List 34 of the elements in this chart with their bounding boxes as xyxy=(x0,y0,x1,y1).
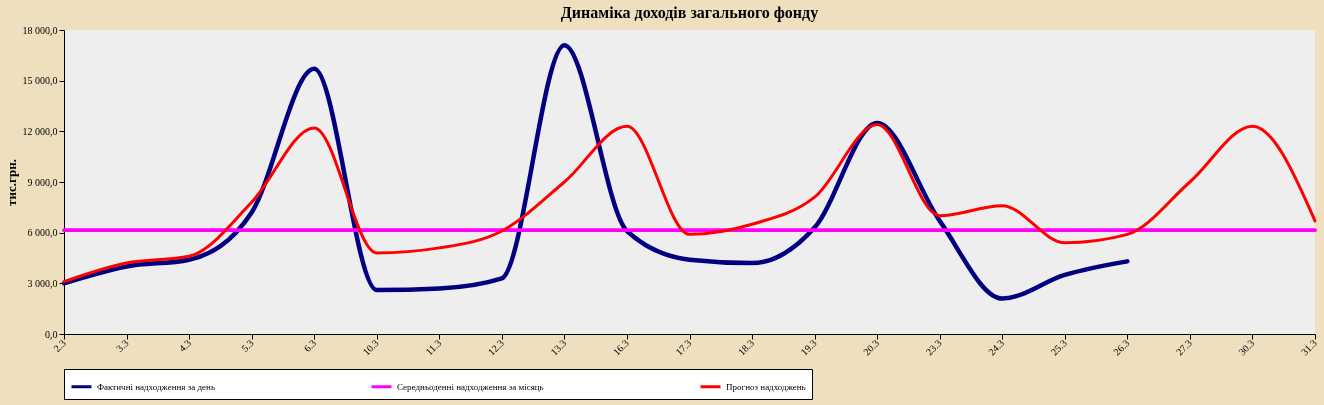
legend-label: Фактичні надходження за день xyxy=(97,381,215,392)
x-tick-label: 6.3 xyxy=(301,337,319,354)
y-tick-label: 9 000,0 xyxy=(27,176,58,188)
x-tick-label: 23.3 xyxy=(923,337,944,358)
legend-label: Прогноз надходжень xyxy=(726,381,806,392)
x-tick-label: 27.3 xyxy=(1173,337,1194,358)
x-tick-label: 5.3 xyxy=(239,337,256,354)
x-tick-label: 12.3 xyxy=(485,337,506,358)
y-tick-label: 6 000,0 xyxy=(27,227,58,239)
x-tick-label: 26.3 xyxy=(1111,337,1132,358)
x-tick-label: 16.3 xyxy=(610,337,631,358)
y-tick-label: 18 000,0 xyxy=(22,24,58,36)
x-tick-label: 13.3 xyxy=(548,337,569,358)
line-series xyxy=(62,123,1317,284)
x-tick-label: 30.3 xyxy=(1236,337,1257,358)
x-tick-label: 10.3 xyxy=(360,337,381,358)
y-axis-title: тис.грн. xyxy=(3,159,19,206)
legend-label: Середньоденні надходження за місяць xyxy=(397,381,544,392)
x-tick-label: 17.3 xyxy=(673,337,694,358)
x-tick-label: 24.3 xyxy=(986,337,1007,358)
y-tick-label: 15 000,0 xyxy=(22,75,58,87)
x-tick-label: 19.3 xyxy=(798,337,819,358)
x-tick-label: 18.3 xyxy=(735,337,757,358)
x-tick-label: 20.3 xyxy=(861,337,882,358)
y-tick-label: 12 000,0 xyxy=(22,125,58,137)
x-tick-label: 25.3 xyxy=(1048,337,1069,358)
x-tick-label: 11.3 xyxy=(423,337,444,358)
x-tick-label: 31.3 xyxy=(1298,337,1320,358)
y-tick-label: 3 000,0 xyxy=(27,277,58,289)
chart-title: Динаміка доходів загального фонду xyxy=(560,4,819,22)
x-tick-label: 3.3 xyxy=(113,337,131,354)
x-tick-label: 4.3 xyxy=(176,337,194,354)
line-series xyxy=(61,42,1130,301)
y-tick-label: 0,0 xyxy=(45,328,58,340)
